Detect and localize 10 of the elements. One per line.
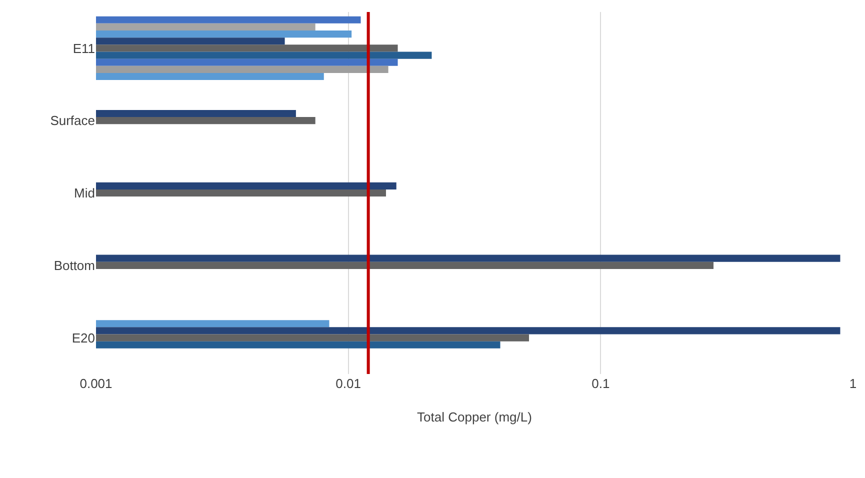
- y-tick-label: Surface: [50, 113, 95, 128]
- y-tick-label: E11: [72, 40, 95, 56]
- x-tick-label: 1: [849, 376, 857, 391]
- y-tick-label: Mid: [74, 186, 95, 201]
- y-tick-label: Bottom: [54, 258, 95, 273]
- x-tick-label: 0.001: [80, 376, 112, 391]
- x-axis-title: Total Copper (mg/L): [417, 410, 532, 425]
- x-tick-label: 0.1: [592, 376, 610, 391]
- y-tick-label: E20: [72, 330, 95, 346]
- x-tick-label: 0.01: [336, 376, 361, 391]
